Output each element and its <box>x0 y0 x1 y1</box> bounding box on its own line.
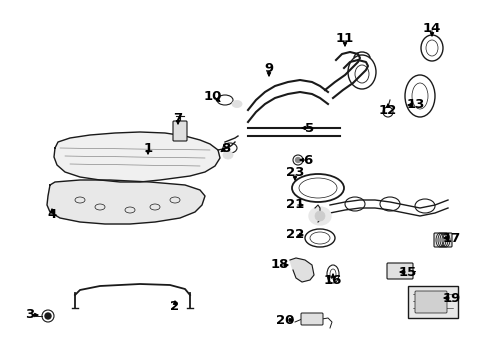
Text: 9: 9 <box>264 62 273 75</box>
Circle shape <box>295 158 300 162</box>
Text: 12: 12 <box>378 104 396 117</box>
Text: 23: 23 <box>285 166 304 179</box>
Text: 13: 13 <box>406 99 425 112</box>
Text: 14: 14 <box>422 22 440 35</box>
Text: 20: 20 <box>275 314 294 327</box>
Text: 1: 1 <box>143 141 152 154</box>
FancyBboxPatch shape <box>414 291 446 313</box>
Text: 4: 4 <box>47 208 57 221</box>
Text: 16: 16 <box>323 274 342 287</box>
FancyBboxPatch shape <box>407 286 457 318</box>
FancyBboxPatch shape <box>301 313 323 325</box>
Text: 10: 10 <box>203 90 222 103</box>
Polygon shape <box>54 132 220 182</box>
Circle shape <box>45 313 51 319</box>
FancyBboxPatch shape <box>386 263 412 279</box>
Text: 11: 11 <box>335 31 353 45</box>
Text: 19: 19 <box>442 292 460 305</box>
Ellipse shape <box>308 207 330 225</box>
Text: 17: 17 <box>442 231 460 244</box>
Text: 5: 5 <box>305 122 314 135</box>
Text: 3: 3 <box>25 309 35 321</box>
Text: 6: 6 <box>303 153 312 166</box>
Ellipse shape <box>231 100 242 108</box>
FancyBboxPatch shape <box>433 233 451 247</box>
FancyBboxPatch shape <box>173 121 186 141</box>
Circle shape <box>314 211 325 221</box>
Text: 8: 8 <box>221 141 230 154</box>
Text: 22: 22 <box>285 229 304 242</box>
Polygon shape <box>47 180 204 224</box>
Text: 7: 7 <box>173 112 182 125</box>
Polygon shape <box>289 258 313 282</box>
Text: 15: 15 <box>398 266 416 279</box>
Text: 2: 2 <box>170 301 179 314</box>
Text: 21: 21 <box>285 198 304 211</box>
Text: 18: 18 <box>270 258 288 271</box>
Ellipse shape <box>223 151 232 159</box>
